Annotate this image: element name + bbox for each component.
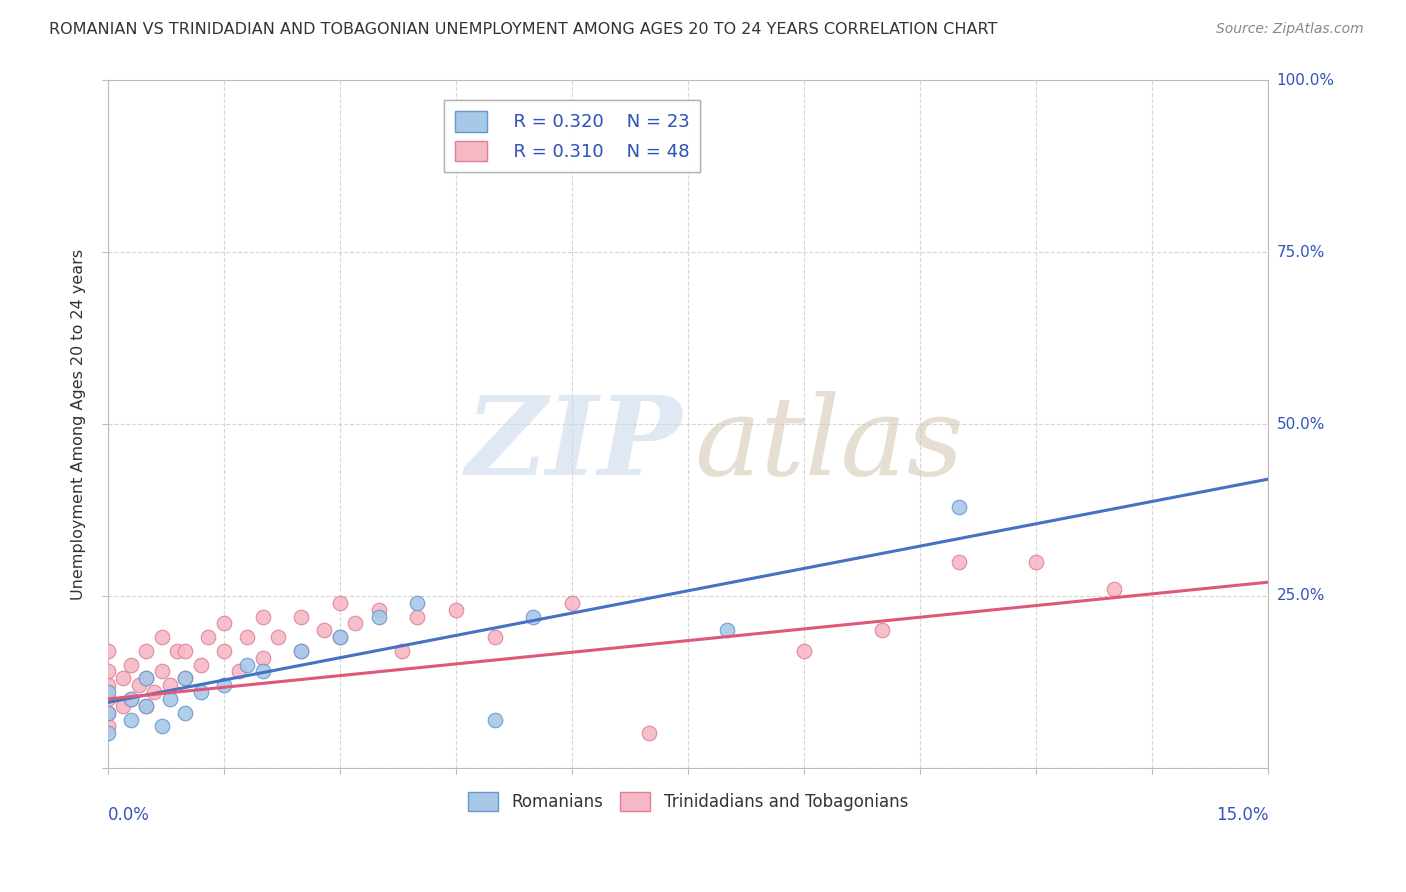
Point bbox=[159, 678, 181, 692]
Text: atlas: atlas bbox=[695, 391, 963, 499]
Point bbox=[290, 609, 312, 624]
Point bbox=[150, 719, 173, 733]
Point bbox=[252, 609, 274, 624]
Point bbox=[329, 630, 352, 644]
Point bbox=[228, 665, 250, 679]
Text: 50.0%: 50.0% bbox=[1277, 417, 1324, 432]
Text: 100.0%: 100.0% bbox=[1277, 73, 1334, 88]
Point bbox=[97, 706, 120, 720]
Point bbox=[329, 630, 352, 644]
Point bbox=[120, 713, 142, 727]
Point bbox=[344, 616, 367, 631]
Point bbox=[484, 713, 506, 727]
Point bbox=[236, 657, 259, 672]
Point bbox=[120, 657, 142, 672]
Point bbox=[166, 644, 188, 658]
Point bbox=[406, 609, 429, 624]
Text: 75.0%: 75.0% bbox=[1277, 244, 1324, 260]
Point bbox=[128, 678, 150, 692]
Point bbox=[367, 602, 389, 616]
Point bbox=[638, 726, 661, 740]
Point bbox=[112, 698, 135, 713]
Point bbox=[150, 665, 173, 679]
Point bbox=[948, 500, 970, 514]
Point bbox=[561, 596, 583, 610]
Text: ZIP: ZIP bbox=[465, 391, 682, 499]
Point bbox=[236, 630, 259, 644]
Point bbox=[267, 630, 290, 644]
Point bbox=[314, 624, 336, 638]
Text: 15.0%: 15.0% bbox=[1216, 805, 1268, 823]
Point bbox=[522, 609, 544, 624]
Point bbox=[135, 644, 157, 658]
Text: Source: ZipAtlas.com: Source: ZipAtlas.com bbox=[1216, 22, 1364, 37]
Point bbox=[97, 719, 120, 733]
Point bbox=[212, 678, 235, 692]
Point bbox=[290, 644, 312, 658]
Point bbox=[135, 671, 157, 685]
Point bbox=[190, 657, 212, 672]
Point bbox=[135, 698, 157, 713]
Legend:   R = 0.320    N = 23,   R = 0.310    N = 48: R = 0.320 N = 23, R = 0.310 N = 48 bbox=[444, 100, 700, 172]
Point bbox=[97, 685, 120, 699]
Point bbox=[329, 596, 352, 610]
Y-axis label: Unemployment Among Ages 20 to 24 years: Unemployment Among Ages 20 to 24 years bbox=[72, 249, 86, 599]
Point bbox=[290, 644, 312, 658]
Point bbox=[135, 671, 157, 685]
Point bbox=[112, 671, 135, 685]
Point bbox=[97, 665, 120, 679]
Point bbox=[1102, 582, 1125, 596]
Point bbox=[252, 665, 274, 679]
Point bbox=[174, 644, 197, 658]
Point bbox=[212, 616, 235, 631]
Point bbox=[484, 630, 506, 644]
Point bbox=[135, 698, 157, 713]
Point bbox=[97, 692, 120, 706]
Point bbox=[97, 726, 120, 740]
Point bbox=[870, 624, 893, 638]
Text: ROMANIAN VS TRINIDADIAN AND TOBAGONIAN UNEMPLOYMENT AMONG AGES 20 TO 24 YEARS CO: ROMANIAN VS TRINIDADIAN AND TOBAGONIAN U… bbox=[49, 22, 998, 37]
Point bbox=[716, 624, 738, 638]
Point bbox=[174, 706, 197, 720]
Point bbox=[143, 685, 166, 699]
Point bbox=[174, 671, 197, 685]
Point bbox=[793, 644, 815, 658]
Point bbox=[120, 692, 142, 706]
Point bbox=[444, 602, 467, 616]
Point bbox=[97, 706, 120, 720]
Point bbox=[159, 692, 181, 706]
Point bbox=[367, 609, 389, 624]
Point bbox=[212, 644, 235, 658]
Point bbox=[391, 644, 413, 658]
Point bbox=[97, 678, 120, 692]
Point bbox=[406, 596, 429, 610]
Point bbox=[197, 630, 219, 644]
Point bbox=[190, 685, 212, 699]
Text: 0.0%: 0.0% bbox=[108, 805, 149, 823]
Point bbox=[1025, 555, 1047, 569]
Point bbox=[252, 650, 274, 665]
Point bbox=[120, 692, 142, 706]
Point bbox=[174, 671, 197, 685]
Point bbox=[97, 644, 120, 658]
Text: 25.0%: 25.0% bbox=[1277, 589, 1324, 603]
Point bbox=[948, 555, 970, 569]
Point bbox=[150, 630, 173, 644]
